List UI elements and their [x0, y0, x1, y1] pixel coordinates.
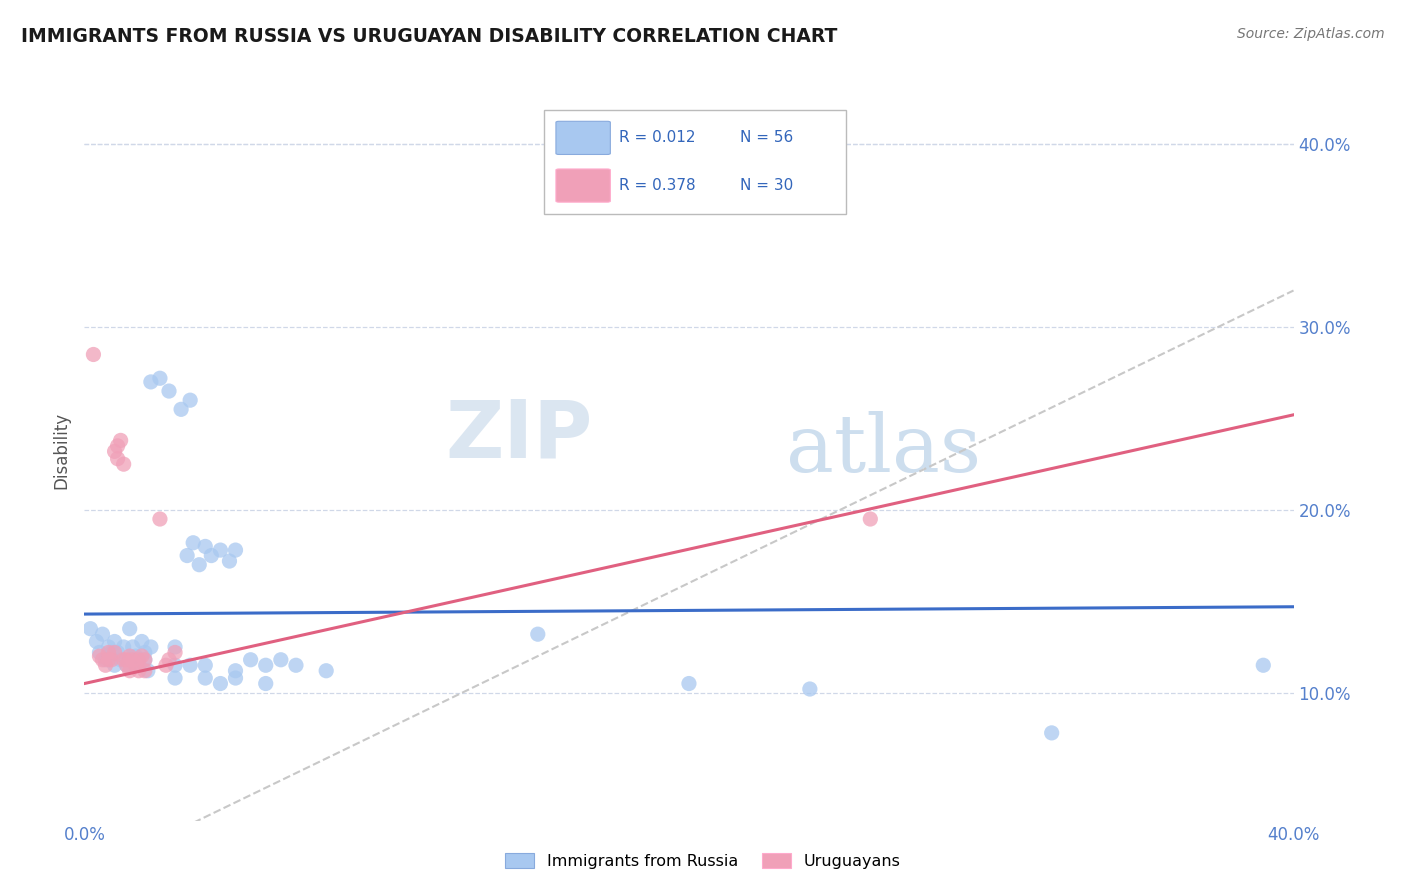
Point [254, 658, 277, 673]
Point [131, 634, 153, 648]
Point [218, 554, 240, 568]
Point [128, 658, 150, 673]
Point [118, 622, 141, 636]
Point [315, 664, 337, 678]
Point [82, 347, 104, 361]
Point [157, 384, 180, 398]
Point [134, 653, 156, 667]
Point [118, 664, 141, 678]
Point [155, 658, 177, 673]
Point [91, 653, 114, 667]
Text: atlas: atlas [786, 411, 981, 490]
Point [110, 434, 132, 448]
Point [270, 653, 292, 667]
Point [110, 653, 132, 667]
Point [139, 640, 162, 654]
Point [91, 627, 114, 641]
Point [104, 444, 127, 458]
Point [121, 640, 143, 654]
Point [1253, 658, 1275, 673]
Point [225, 664, 247, 678]
Point [181, 535, 204, 549]
Point [176, 549, 198, 563]
Point [225, 543, 247, 558]
Point [285, 658, 308, 673]
Legend: Immigrants from Russia, Uruguayans: Immigrants from Russia, Uruguayans [499, 847, 907, 875]
Point [94, 653, 117, 667]
Point [128, 664, 150, 678]
Text: IMMIGRANTS FROM RUSSIA VS URUGUAYAN DISABILITY CORRELATION CHART: IMMIGRANTS FROM RUSSIA VS URUGUAYAN DISA… [21, 27, 838, 45]
Point [194, 658, 217, 673]
Point [179, 658, 201, 673]
Point [115, 653, 138, 667]
Point [107, 439, 129, 453]
Point [100, 653, 122, 667]
Point [112, 457, 135, 471]
Point [89, 649, 111, 664]
Point [254, 676, 277, 690]
Point [239, 653, 262, 667]
Point [170, 402, 193, 417]
Point [107, 451, 129, 466]
Point [131, 649, 153, 664]
Point [678, 676, 700, 690]
Point [115, 658, 138, 673]
Point [165, 671, 187, 685]
Point [149, 371, 172, 385]
Point [107, 645, 129, 659]
Point [209, 676, 232, 690]
Point [200, 549, 222, 563]
Point [125, 649, 148, 664]
Point [118, 653, 141, 667]
Point [165, 640, 187, 654]
Point [94, 658, 117, 673]
Point [225, 671, 247, 685]
Y-axis label: Disability: Disability [52, 412, 70, 489]
Point [121, 653, 143, 667]
Point [112, 640, 135, 654]
Point [100, 645, 122, 659]
Point [194, 671, 217, 685]
Point [125, 658, 148, 673]
Point [1040, 726, 1063, 740]
Text: ZIP: ZIP [444, 397, 592, 475]
Text: Source: ZipAtlas.com: Source: ZipAtlas.com [1237, 27, 1385, 41]
Point [134, 653, 156, 667]
Point [134, 645, 156, 659]
Point [527, 627, 550, 641]
Point [97, 640, 120, 654]
Point [157, 653, 180, 667]
Point [799, 681, 821, 696]
Point [134, 664, 156, 678]
Point [89, 645, 111, 659]
Point [139, 375, 162, 389]
Point [115, 658, 138, 673]
Point [97, 653, 120, 667]
Point [165, 658, 187, 673]
Point [165, 645, 187, 659]
Point [118, 649, 141, 664]
Point [112, 653, 135, 667]
Point [149, 512, 172, 526]
Point [79, 622, 101, 636]
Point [104, 658, 127, 673]
Point [179, 393, 201, 408]
Point [194, 540, 217, 554]
Point [86, 634, 108, 648]
Point [104, 634, 127, 648]
Point [128, 653, 150, 667]
Point [97, 645, 120, 659]
Point [136, 664, 159, 678]
Point [859, 512, 882, 526]
Point [188, 558, 211, 572]
Point [104, 645, 127, 659]
Point [209, 543, 232, 558]
